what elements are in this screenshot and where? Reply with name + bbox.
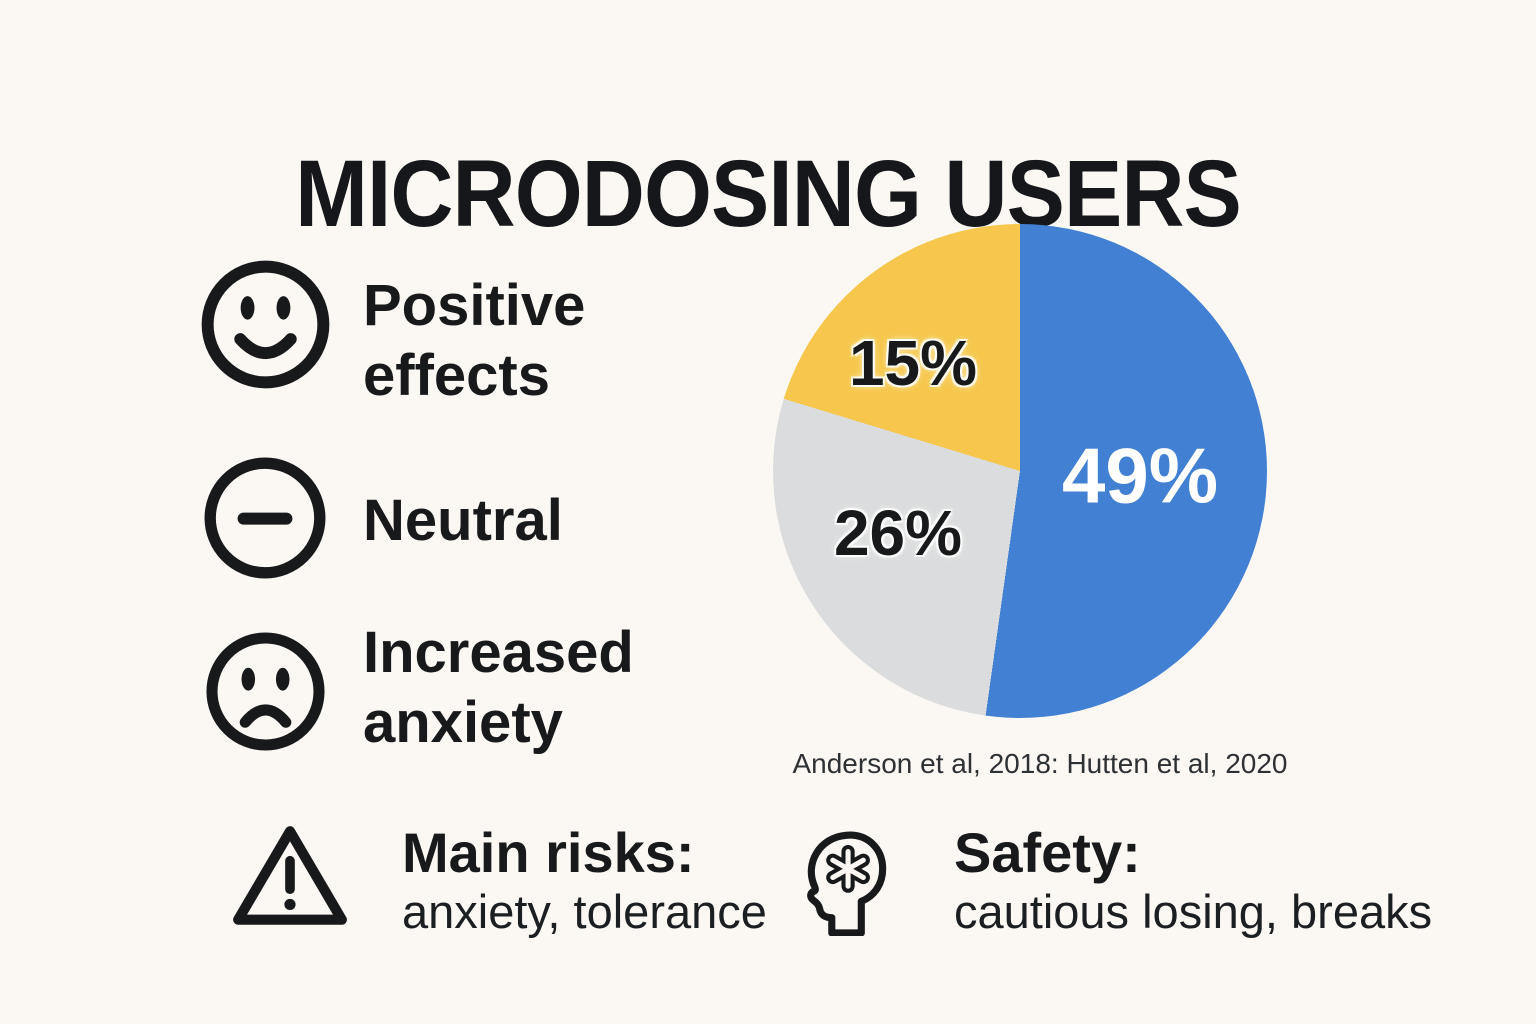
pie-label-positive: 49% <box>1061 431 1219 520</box>
legend-label-positive-effects: Positive effects <box>363 273 586 408</box>
safety-heading: Safety: <box>954 821 1141 884</box>
warning-triangle-icon <box>233 826 347 925</box>
chart-source-citation: Anderson et al, 2018: Hutten et al, 2020 <box>792 748 1288 779</box>
legend-label-increased-anxiety: Increased anxiety <box>363 620 634 755</box>
main-risks-heading: Main risks: <box>402 821 695 884</box>
sad-face-icon <box>206 632 325 751</box>
pie-label-anxiety: 15% <box>848 327 978 399</box>
pie-label-neutral: 26% <box>833 497 963 569</box>
pie-chart: 49% 26% 15% <box>773 224 1267 718</box>
neutral-face-icon <box>204 457 326 579</box>
main-risks-detail: anxiety, tolerance <box>402 885 767 938</box>
page-title: MICRODOSING USERS <box>295 140 1242 247</box>
smiley-face-icon <box>201 260 330 389</box>
safety-detail: cautious losing, breaks <box>954 885 1433 938</box>
legend-label-neutral: Neutral <box>363 488 563 553</box>
head-mind-icon <box>807 831 887 936</box>
